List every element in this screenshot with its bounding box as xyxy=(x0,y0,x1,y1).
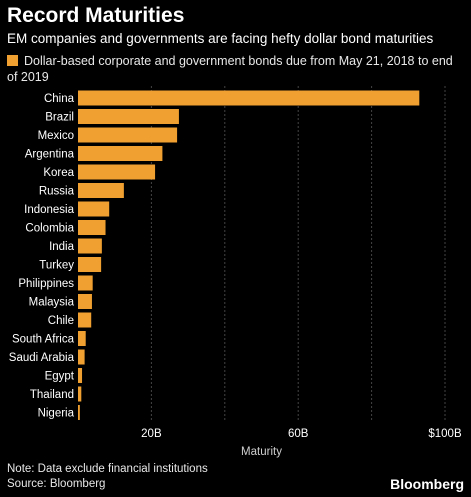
bar-chart: China Brazil Mexico Argentina Korea Russia Ind… xyxy=(9,86,462,458)
category-label: Chile xyxy=(48,315,74,327)
category-label: South Africa xyxy=(12,334,75,346)
category-label: Thailand xyxy=(30,389,74,401)
bar xyxy=(78,90,420,106)
category-label: China xyxy=(44,93,75,105)
category-label: Philippines xyxy=(18,278,74,290)
category-label: India xyxy=(49,241,75,253)
x-axis-label: Maturity xyxy=(241,446,282,458)
category-label: Russia xyxy=(39,186,75,198)
category-label: Turkey xyxy=(39,260,74,272)
bar xyxy=(78,220,106,235)
bloomberg-logo: Bloomberg xyxy=(390,476,464,492)
bar xyxy=(78,386,82,402)
category-label: Argentina xyxy=(25,149,75,161)
category-label: Colombia xyxy=(25,223,74,235)
category-label: Nigeria xyxy=(38,408,75,420)
footnote: Note: Data exclude financial institution… xyxy=(7,463,208,475)
category-label: Indonesia xyxy=(24,204,74,216)
legend: Dollar-based corporate and government bo… xyxy=(7,53,459,85)
x-tick-label: 60B xyxy=(288,428,309,440)
category-label: Saudi Arabia xyxy=(9,352,75,364)
bar xyxy=(78,127,178,143)
category-label: Egypt xyxy=(45,371,75,383)
bar xyxy=(78,146,163,161)
bar xyxy=(78,331,86,346)
x-tick-label: $100B xyxy=(428,428,462,440)
bar xyxy=(78,109,179,124)
bar xyxy=(78,238,102,254)
bar xyxy=(78,201,110,217)
bar xyxy=(78,294,92,309)
legend-swatch xyxy=(7,55,18,66)
bar xyxy=(78,405,80,420)
category-label: Korea xyxy=(43,167,74,179)
bar xyxy=(78,183,124,198)
x-tick-label: 20B xyxy=(141,428,162,440)
bar xyxy=(78,349,85,365)
chart-title: Record Maturities xyxy=(7,4,185,27)
bar xyxy=(78,257,102,272)
bar xyxy=(78,275,93,291)
category-label: Mexico xyxy=(38,130,74,142)
bar xyxy=(78,312,92,328)
legend-label: Dollar-based corporate and government bo… xyxy=(7,54,453,84)
chart-subtitle: EM companies and governments are facing … xyxy=(7,31,434,46)
category-label: Malaysia xyxy=(29,297,75,309)
category-label: Brazil xyxy=(45,112,74,124)
source-note: Source: Bloomberg xyxy=(7,478,106,490)
bar xyxy=(78,164,156,180)
bar xyxy=(78,368,83,383)
